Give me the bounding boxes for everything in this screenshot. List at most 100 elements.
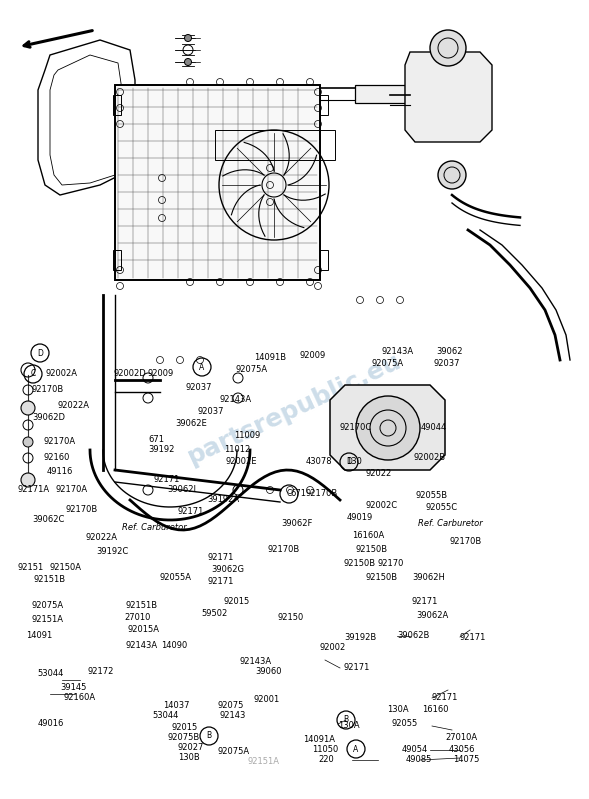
Bar [115, 85, 320, 280]
Bar [215, 130, 335, 160]
Text: 27010A: 27010A [445, 733, 477, 742]
Circle shape [438, 161, 466, 189]
Text: 130B: 130B [178, 753, 200, 761]
Text: 39062D: 39062D [32, 412, 65, 422]
Text: 92022A: 92022A [57, 400, 89, 410]
Circle shape [21, 473, 35, 487]
Text: 92150B: 92150B [355, 544, 387, 554]
Text: 43056: 43056 [449, 745, 475, 753]
Text: 39062E: 39062E [175, 419, 207, 427]
Text: B: B [206, 732, 211, 741]
Text: 92143A: 92143A [240, 657, 272, 666]
Text: 92170A: 92170A [43, 436, 75, 446]
Text: 92151: 92151 [18, 562, 44, 571]
Bar [320, 250, 328, 270]
Text: 92171: 92171 [207, 578, 233, 586]
Text: 92150B: 92150B [366, 573, 398, 582]
Text: 130: 130 [346, 456, 362, 466]
Text: 92171: 92171 [460, 633, 487, 642]
Text: 11012: 11012 [224, 444, 250, 454]
Text: 27010: 27010 [124, 613, 150, 622]
Text: 39145: 39145 [60, 682, 87, 691]
Text: 49116: 49116 [47, 467, 74, 475]
Text: 92143A: 92143A [220, 395, 252, 403]
Text: 92009: 92009 [148, 368, 174, 377]
Text: 92002A: 92002A [46, 369, 78, 379]
Text: 39062H: 39062H [412, 573, 445, 582]
Text: A: A [353, 745, 359, 753]
Text: A: A [199, 363, 204, 372]
Bar [113, 250, 121, 270]
Text: 92171: 92171 [432, 694, 458, 702]
Text: 92075A: 92075A [236, 365, 268, 375]
Bar [320, 95, 328, 115]
Text: 39192: 39192 [148, 446, 174, 455]
Text: 92171: 92171 [177, 507, 203, 515]
Text: 92055B: 92055B [416, 491, 448, 499]
Text: 16160: 16160 [422, 706, 448, 714]
Circle shape [23, 437, 33, 447]
Text: 92170B: 92170B [305, 490, 337, 499]
Text: 14091A: 14091A [303, 734, 335, 744]
Text: 130A: 130A [338, 721, 360, 730]
Text: 92075A: 92075A [372, 360, 404, 368]
Text: B: B [343, 715, 349, 725]
Circle shape [430, 30, 466, 66]
Text: 39062I: 39062I [167, 486, 196, 495]
Text: 92170B: 92170B [66, 504, 98, 514]
Text: 92170B: 92170B [450, 536, 482, 546]
Text: 92055: 92055 [391, 720, 417, 729]
Text: 14090: 14090 [161, 641, 187, 650]
Text: 92037: 92037 [433, 359, 459, 368]
Text: 671: 671 [290, 490, 306, 499]
Text: 39062B: 39062B [397, 631, 429, 641]
Circle shape [184, 58, 191, 66]
Text: 92150B: 92150B [344, 559, 376, 567]
Text: 39192C: 39192C [96, 547, 128, 555]
Text: 92027: 92027 [178, 744, 204, 753]
Circle shape [356, 396, 420, 460]
Text: C: C [31, 369, 35, 379]
Text: 92151A: 92151A [32, 614, 64, 623]
Circle shape [184, 34, 191, 42]
Text: 92171A: 92171A [18, 486, 50, 495]
Text: D: D [37, 348, 43, 357]
Text: 43078: 43078 [306, 456, 333, 466]
Text: 92170: 92170 [378, 559, 405, 567]
Text: 92075B: 92075B [167, 733, 199, 742]
Text: 92170B: 92170B [268, 544, 300, 554]
Text: 39192A: 39192A [207, 495, 239, 504]
Bar [113, 95, 121, 115]
Text: 92022A: 92022A [86, 534, 118, 543]
Text: 14037: 14037 [163, 702, 190, 710]
Text: 14091: 14091 [26, 631, 52, 641]
Text: Ref. Carburetor: Ref. Carburetor [122, 523, 187, 531]
Text: 92150A: 92150A [49, 562, 81, 571]
Text: 92037: 92037 [197, 407, 223, 415]
Text: 59502: 59502 [201, 609, 227, 618]
Text: 39060: 39060 [255, 667, 282, 677]
Text: 130A: 130A [387, 706, 409, 714]
Text: partsrepublic.eu: partsrepublic.eu [184, 349, 406, 469]
Text: 92002E: 92002E [225, 458, 256, 467]
Text: 49044: 49044 [421, 423, 447, 431]
Text: 49016: 49016 [38, 718, 64, 728]
Text: 39062F: 39062F [281, 519, 312, 528]
Text: 92171: 92171 [344, 663, 370, 673]
Text: 92143A: 92143A [126, 641, 158, 650]
Text: 671: 671 [148, 435, 164, 443]
Text: 92143A: 92143A [381, 348, 413, 356]
Text: D: D [346, 458, 352, 467]
Text: 92001: 92001 [253, 695, 279, 705]
Text: 92171: 92171 [154, 475, 180, 483]
Text: 92075: 92075 [218, 702, 244, 710]
Polygon shape [330, 385, 445, 470]
Text: 92002C: 92002C [366, 502, 398, 511]
Text: 92002B: 92002B [414, 454, 446, 463]
Text: 92037: 92037 [186, 384, 213, 392]
Text: 92170C: 92170C [340, 423, 372, 432]
Text: 92151B: 92151B [33, 574, 65, 583]
Text: 92055C: 92055C [426, 503, 458, 512]
Text: 92009: 92009 [299, 352, 325, 360]
Text: 11050: 11050 [312, 745, 338, 754]
